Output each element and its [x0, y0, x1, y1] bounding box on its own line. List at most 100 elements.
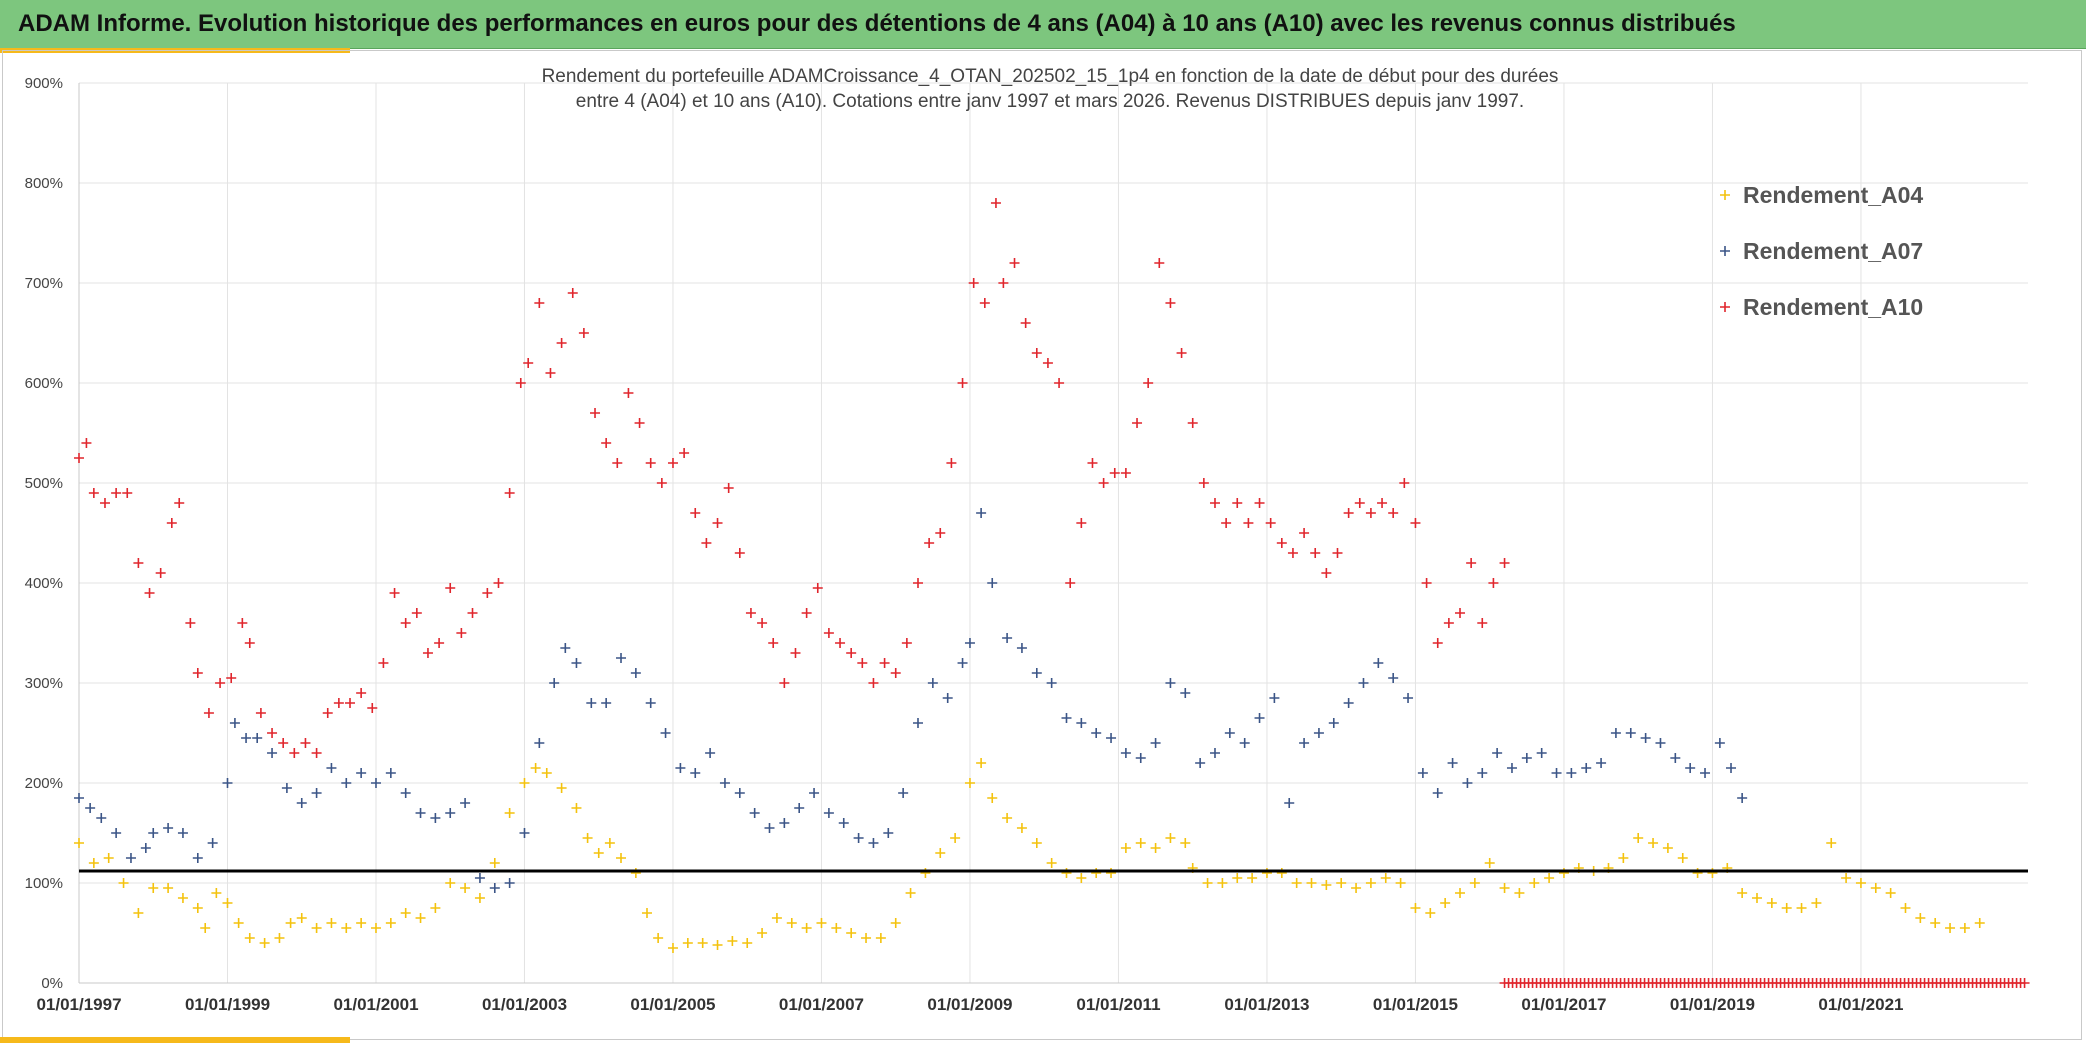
data-point — [838, 818, 849, 828]
data-point — [723, 483, 734, 493]
data-point — [1432, 788, 1443, 798]
y-tick-label: 200% — [25, 775, 63, 792]
data-point — [125, 853, 136, 863]
data-point — [400, 788, 411, 798]
data-point — [667, 943, 678, 953]
data-point — [586, 698, 597, 708]
data-point — [1332, 548, 1343, 558]
data-point — [1492, 748, 1503, 758]
data-point — [1373, 658, 1384, 668]
data-point — [556, 338, 567, 348]
data-point — [118, 878, 129, 888]
data-point — [979, 298, 990, 308]
data-point — [1766, 898, 1777, 908]
x-tick-label: 01/01/2021 — [1818, 995, 1903, 1014]
data-point — [311, 748, 322, 758]
data-point — [1284, 798, 1295, 808]
data-point — [504, 488, 515, 498]
data-point — [1388, 508, 1399, 518]
data-point — [341, 778, 352, 788]
data-point — [241, 733, 252, 743]
data-point — [1432, 638, 1443, 648]
chart-title-line-1: Rendement du portefeuille ADAMCroissance… — [542, 66, 1559, 87]
data-point — [1054, 378, 1065, 388]
data-point — [192, 853, 203, 863]
data-point — [1685, 763, 1696, 773]
data-point — [1781, 903, 1792, 913]
data-point — [1811, 898, 1822, 908]
x-tick-label: 01/01/2005 — [630, 995, 715, 1014]
data-point — [823, 628, 834, 638]
data-point — [1521, 753, 1532, 763]
data-point — [534, 738, 545, 748]
data-point — [1670, 753, 1681, 763]
data-point — [1417, 768, 1428, 778]
data-point — [244, 933, 255, 943]
data-point — [883, 828, 894, 838]
data-point — [140, 843, 151, 853]
header-title: ADAM Informe. Evolution historique des p… — [18, 10, 1736, 37]
data-point — [1633, 833, 1644, 843]
data-point — [987, 578, 998, 588]
data-point — [812, 583, 823, 593]
data-point — [434, 638, 445, 648]
data-point — [322, 708, 333, 718]
data-point — [1254, 713, 1265, 723]
data-point — [356, 768, 367, 778]
data-point — [801, 923, 812, 933]
data-point — [367, 703, 378, 713]
data-point — [1625, 728, 1636, 738]
data-point — [1321, 880, 1332, 890]
data-point — [163, 823, 174, 833]
data-point — [1299, 738, 1310, 748]
data-point — [946, 458, 957, 468]
data-point — [630, 668, 641, 678]
data-point — [912, 578, 923, 588]
data-point — [103, 853, 114, 863]
data-point — [192, 903, 203, 913]
data-point — [745, 608, 756, 618]
data-point — [1065, 578, 1076, 588]
data-point — [1180, 688, 1191, 698]
data-point — [1313, 728, 1324, 738]
data-point — [1031, 838, 1042, 848]
data-point — [690, 508, 701, 518]
data-point — [111, 488, 122, 498]
data-point — [779, 818, 790, 828]
data-point — [1380, 873, 1391, 883]
data-point — [601, 698, 612, 708]
data-point — [166, 518, 177, 528]
data-point — [385, 918, 396, 928]
data-point — [1306, 878, 1317, 888]
data-point — [460, 883, 471, 893]
data-point — [549, 678, 560, 688]
data-point — [1150, 738, 1161, 748]
data-point — [957, 378, 968, 388]
data-point — [515, 378, 526, 388]
data-point — [1217, 878, 1228, 888]
data-point — [345, 698, 356, 708]
data-point — [1343, 508, 1354, 518]
legend: Rendement_A04 Rendement_A07 Rendement_A10 — [1720, 182, 1923, 320]
data-point — [1165, 298, 1176, 308]
data-point — [1855, 878, 1866, 888]
data-point — [523, 358, 534, 368]
data-point — [177, 828, 188, 838]
data-point — [1499, 558, 1510, 568]
data-point — [1959, 923, 1970, 933]
data-point — [252, 733, 263, 743]
data-point — [968, 278, 979, 288]
data-point — [1506, 763, 1517, 773]
data-point — [1232, 873, 1243, 883]
data-point — [998, 278, 1009, 288]
data-point — [1826, 838, 1837, 848]
data-point — [541, 768, 552, 778]
data-point — [927, 678, 938, 688]
data-point — [679, 448, 690, 458]
data-point — [690, 768, 701, 778]
data-point — [1354, 498, 1365, 508]
data-point — [1031, 348, 1042, 358]
data-point — [430, 813, 441, 823]
legend-marker — [1720, 246, 1730, 256]
series-Rendement_A04 — [74, 758, 1985, 953]
